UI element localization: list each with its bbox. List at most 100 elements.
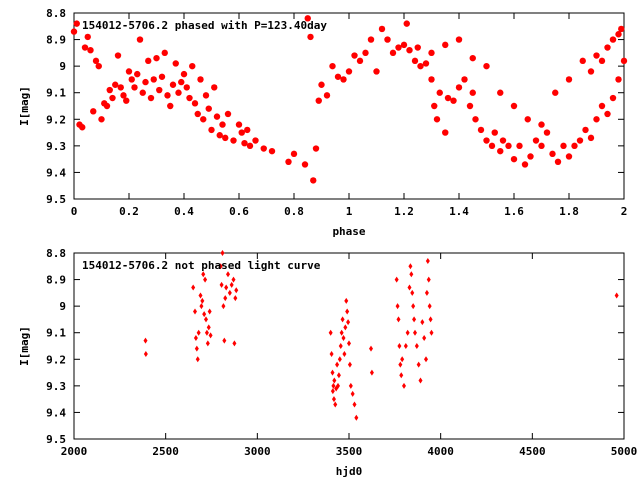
data-point <box>411 303 416 310</box>
data-point <box>153 54 160 62</box>
x-tick-label: 2 <box>621 205 628 218</box>
data-point <box>587 68 595 75</box>
data-point <box>335 361 340 368</box>
data-point <box>347 340 351 347</box>
data-point <box>117 84 124 91</box>
data-point <box>202 92 210 99</box>
data-point <box>194 110 201 118</box>
data-point <box>219 121 226 128</box>
data-point <box>312 145 320 152</box>
data-point <box>224 284 229 291</box>
data-point <box>389 49 397 57</box>
data-point <box>560 142 567 150</box>
data-point <box>469 54 476 62</box>
x-tick-label: 4000 <box>427 445 454 458</box>
data-point <box>378 25 386 33</box>
y-tick-label: 9.5 <box>46 433 66 446</box>
data-point <box>428 316 433 323</box>
data-point <box>285 158 292 165</box>
data-point <box>362 49 369 57</box>
data-point <box>554 158 562 165</box>
data-point <box>343 324 348 331</box>
data-point <box>422 60 430 67</box>
data-point <box>527 153 534 160</box>
data-point <box>348 382 353 389</box>
data-point <box>331 382 336 389</box>
data-point <box>483 62 490 70</box>
data-point <box>347 361 352 368</box>
data-point <box>450 97 457 104</box>
x-tick-label: 0.4 <box>174 205 194 218</box>
data-point <box>223 295 228 302</box>
x-tick-label: 1.4 <box>449 205 469 218</box>
data-point <box>193 335 198 342</box>
data-point <box>510 155 518 163</box>
data-point <box>491 129 498 136</box>
data-point <box>131 84 138 91</box>
data-point <box>92 57 100 65</box>
data-point <box>488 142 496 150</box>
data-point <box>609 94 617 102</box>
data-point <box>369 369 374 376</box>
x-tick-label: 0 <box>71 205 78 218</box>
data-point <box>384 36 391 43</box>
x-axis-label: hjd0 <box>336 465 363 478</box>
data-point <box>87 47 94 54</box>
data-point <box>598 102 606 110</box>
data-point <box>367 36 375 43</box>
data-point <box>618 25 625 33</box>
data-point <box>346 319 351 326</box>
data-point <box>598 57 606 65</box>
data-point <box>180 70 188 78</box>
data-point <box>191 100 199 107</box>
y-tick-label: 9 <box>59 60 66 73</box>
data-point <box>469 89 476 96</box>
data-point <box>205 340 210 347</box>
data-point <box>229 281 234 288</box>
data-point <box>310 177 317 184</box>
data-point <box>398 361 403 368</box>
data-point <box>109 94 116 102</box>
data-point <box>241 140 248 147</box>
data-point <box>167 102 174 110</box>
data-point <box>352 401 357 408</box>
x-tick-label: 1.6 <box>504 205 524 218</box>
data-point <box>200 297 205 304</box>
data-point <box>444 94 452 102</box>
data-point <box>203 276 208 283</box>
data-point <box>246 142 254 150</box>
data-point <box>405 329 410 336</box>
data-point <box>571 142 578 150</box>
data-point <box>120 92 127 99</box>
y-tick-label: 8.8 <box>46 7 66 20</box>
data-point <box>417 62 424 70</box>
data-point <box>429 329 434 336</box>
y-tick-label: 8.9 <box>46 274 66 287</box>
y-tick-label: 8.9 <box>46 34 66 47</box>
data-point <box>186 94 193 102</box>
data-point <box>409 271 414 278</box>
data-point <box>252 137 259 144</box>
data-point <box>399 372 404 379</box>
y-tick-label: 9.2 <box>46 113 66 126</box>
data-point <box>407 284 412 291</box>
data-point <box>98 116 105 123</box>
data-point <box>593 52 600 59</box>
data-point <box>318 81 325 88</box>
data-point <box>414 44 421 51</box>
data-point <box>400 41 408 49</box>
data-point <box>538 142 545 150</box>
data-point <box>208 332 213 339</box>
data-point <box>442 41 449 49</box>
data-point <box>143 337 148 344</box>
data-point <box>315 97 322 104</box>
data-point <box>461 76 468 83</box>
data-point <box>128 76 135 83</box>
data-point <box>466 102 474 110</box>
x-tick-label: 3500 <box>336 445 363 458</box>
y-tick-label: 9.3 <box>46 380 66 393</box>
data-point <box>139 89 146 96</box>
y-axis-label: I[mag] <box>18 326 31 366</box>
data-point <box>208 126 215 134</box>
